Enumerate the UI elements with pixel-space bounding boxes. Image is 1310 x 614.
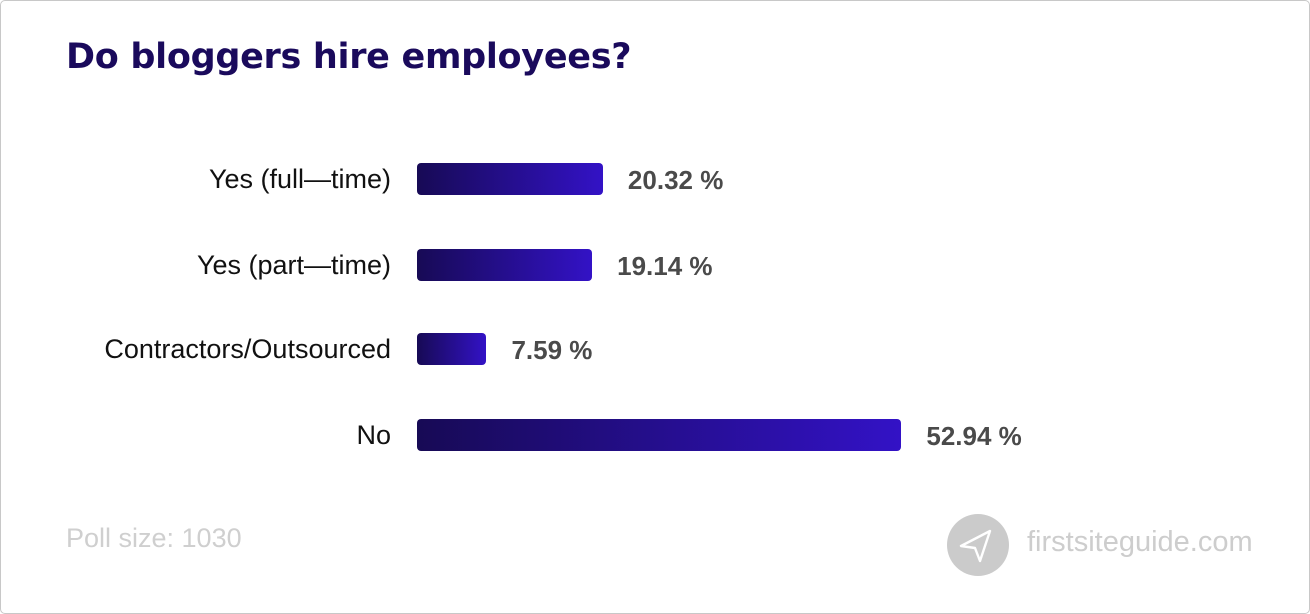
brand-name: firstsiteguide.com — [1027, 526, 1253, 558]
poll-size: Poll size: 1030 — [66, 523, 242, 553]
bar-value: 19.14 % — [617, 251, 713, 281]
bar-row: Yes (part—time) 19.14 % — [1, 249, 1310, 281]
bar-value: 7.59 % — [511, 335, 593, 365]
bar — [417, 333, 487, 365]
bar-row: Yes (full—time) 20.32 % — [1, 163, 1310, 195]
bar — [417, 163, 603, 195]
paper-plane-icon — [947, 514, 1009, 576]
bar-row: No 52.94 % — [1, 419, 1310, 451]
chart-title: Do bloggers hire employees? — [66, 37, 632, 77]
bar-label: No — [356, 420, 391, 450]
bar — [417, 249, 593, 281]
bar — [417, 419, 902, 451]
bar-row: Contractors/Outsourced 7.59 % — [1, 333, 1310, 365]
bar-value: 20.32 % — [627, 165, 724, 195]
bar-label: Yes (full—time) — [208, 164, 391, 194]
bar-label: Contractors/Outsourced — [104, 334, 391, 364]
bar-label: Yes (part—time) — [196, 250, 391, 280]
bar-value: 52.94 % — [926, 421, 1022, 451]
